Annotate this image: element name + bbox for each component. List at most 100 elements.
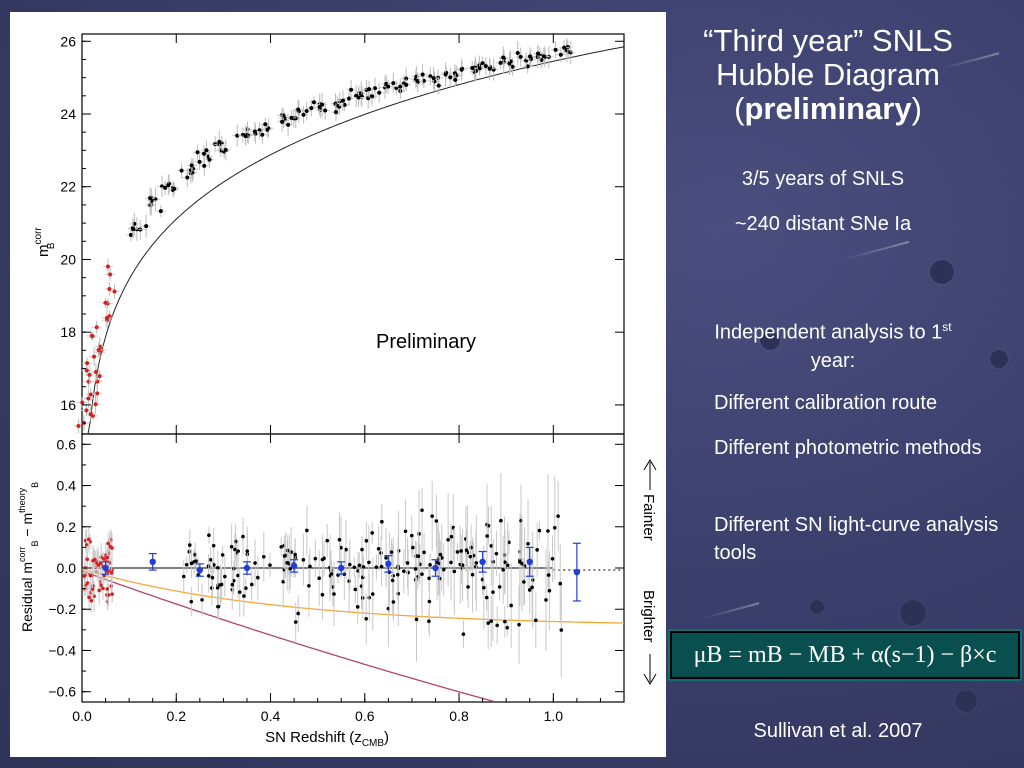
- binned-point: [102, 564, 109, 572]
- data-point: [367, 87, 372, 92]
- residual-point: [391, 600, 396, 604]
- data-point: [452, 71, 457, 76]
- residual-point: [497, 585, 502, 589]
- hubble-diagram-plot: 161820222426mcorrBPreliminary0.60.40.20.…: [17, 33, 657, 749]
- binned-point: [149, 558, 156, 566]
- residual-point: [556, 514, 560, 518]
- data-point: [420, 72, 425, 77]
- decorative-dot: [900, 600, 926, 626]
- residual-point: [347, 579, 351, 583]
- data-point: [515, 51, 520, 56]
- residual-point: [208, 557, 213, 562]
- x-tick-label: 1.0: [544, 708, 564, 724]
- residual-point: [455, 550, 460, 554]
- data-point: [386, 84, 391, 89]
- data-point: [80, 400, 85, 405]
- residual-point: [245, 549, 250, 553]
- ylabel-sub1: B: [30, 540, 40, 546]
- data-point: [377, 90, 382, 95]
- residual-point: [422, 550, 426, 555]
- residual-point: [189, 561, 194, 566]
- residual-point: [534, 618, 538, 623]
- residual-point: [296, 611, 301, 616]
- data-point: [333, 110, 338, 115]
- residual-point: [211, 543, 216, 548]
- residual-point: [550, 556, 555, 561]
- residual-point: [353, 587, 358, 592]
- binned-point: [385, 560, 392, 568]
- indep-sup: st: [942, 320, 952, 334]
- residual-point: [282, 554, 287, 558]
- residual-point: [509, 603, 513, 608]
- residual-point: [207, 533, 211, 538]
- residual-point: [522, 580, 526, 584]
- data-point: [95, 391, 100, 396]
- residual-point: [320, 592, 325, 597]
- data-point: [163, 185, 168, 190]
- data-point: [112, 289, 117, 294]
- decorative-dot: [760, 330, 780, 350]
- data-point: [286, 122, 291, 127]
- data-point: [431, 76, 436, 81]
- decorative-streak: [700, 602, 760, 620]
- data-point: [562, 45, 567, 50]
- residual-point: [441, 567, 446, 572]
- residual-point: [459, 549, 463, 553]
- residual-y-tick-label: 0.6: [57, 436, 77, 452]
- residual-point: [360, 547, 364, 552]
- residual-point: [413, 567, 418, 571]
- data-point: [483, 64, 488, 69]
- residual-point: [216, 566, 220, 570]
- residual-point: [380, 519, 384, 524]
- distance-modulus-equation: μB = mB − MB + α(s−1) − β×c: [668, 629, 1022, 681]
- data-point: [144, 224, 149, 229]
- residual-point: [236, 573, 240, 578]
- title-line-1: “Third year” SNLS: [703, 23, 953, 58]
- residual-point: [485, 534, 489, 538]
- residual-point: [406, 570, 410, 575]
- data-point: [104, 316, 109, 321]
- residual-y-axis-label: Residual mcorrB − mtheoryB: [17, 482, 40, 632]
- y-tick-label: 26: [60, 33, 76, 49]
- y-tick-label: 18: [60, 324, 76, 340]
- data-point: [204, 148, 209, 153]
- residual-point: [97, 588, 101, 593]
- residual-point: [293, 620, 298, 624]
- decorative-dot: [930, 260, 954, 284]
- data-point: [296, 107, 301, 112]
- y-tick-label: 24: [60, 106, 76, 122]
- equation-text: μB = mB − MB + α(s−1) − β×c: [693, 641, 997, 668]
- residual-point: [206, 574, 211, 578]
- data-point: [443, 72, 448, 77]
- residual-point: [87, 537, 91, 542]
- residual-point: [449, 560, 453, 565]
- data-point: [342, 102, 347, 107]
- residual-point: [85, 557, 90, 562]
- data-point: [105, 264, 110, 269]
- data-point: [148, 196, 153, 201]
- residual-point: [317, 576, 321, 581]
- data-point: [96, 347, 101, 352]
- residual-point: [403, 529, 408, 534]
- residual-point: [409, 533, 414, 538]
- residual-point: [389, 550, 394, 554]
- xlabel-sub: CMB: [362, 738, 385, 749]
- residual-point: [486, 621, 490, 625]
- top-panel-frame: [81, 33, 625, 435]
- data-point: [436, 83, 441, 88]
- residual-point: [82, 574, 87, 578]
- residual-point: [288, 567, 293, 571]
- data-point: [432, 79, 437, 84]
- data-point: [223, 147, 228, 152]
- residual-point: [231, 578, 236, 583]
- residual-point: [546, 573, 551, 577]
- data-point: [473, 69, 478, 74]
- binned-point: [338, 564, 345, 572]
- data-point: [541, 54, 546, 59]
- residual-point: [339, 545, 343, 550]
- residual-point: [320, 557, 325, 562]
- data-point: [97, 374, 102, 379]
- data-point: [94, 325, 99, 330]
- residual-y-tick-label: −0.4: [48, 642, 76, 658]
- residual-point: [279, 545, 284, 549]
